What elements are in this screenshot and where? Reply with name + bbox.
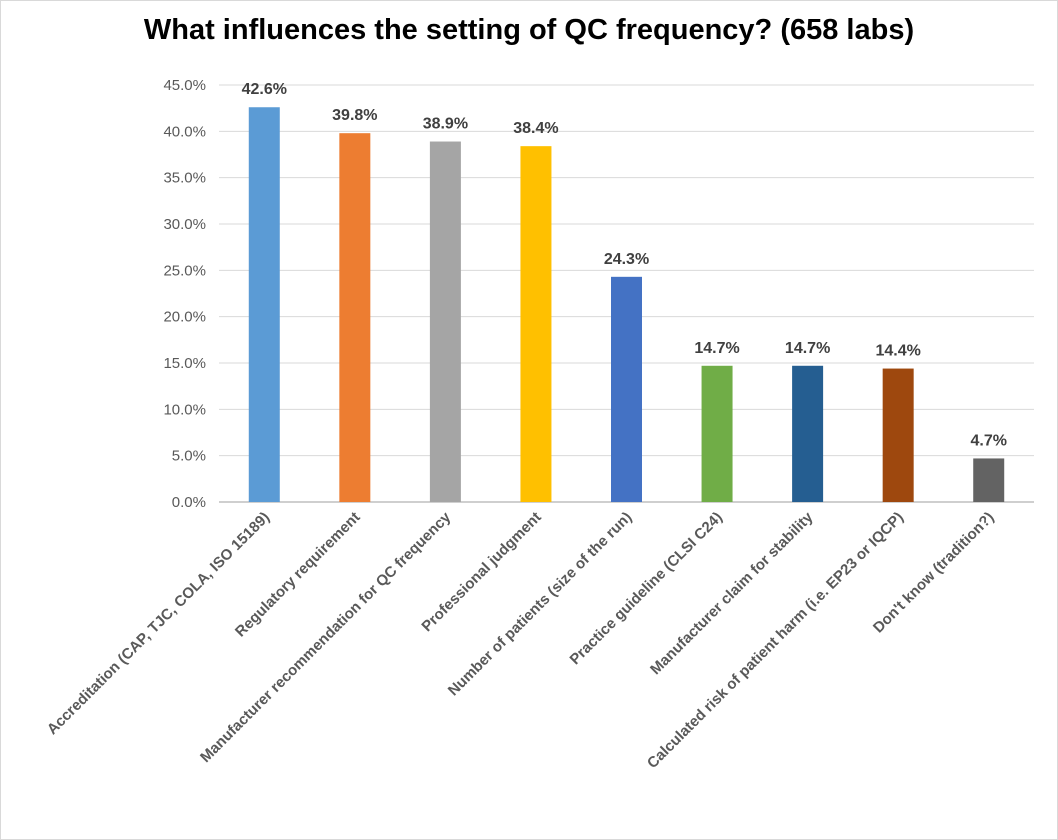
y-tick-label: 10.0% [163,401,206,418]
bar [792,365,824,502]
bar [339,133,371,503]
y-tick-label: 35.0% [163,170,206,187]
y-tick-label: 0.0% [172,494,206,511]
data-label: 4.7% [970,432,1006,449]
bar [882,368,914,502]
bar [701,365,733,502]
data-label: 14.4% [875,343,920,360]
data-label: 24.3% [604,251,649,268]
bar [611,276,642,502]
data-label: 14.7% [694,340,739,357]
y-tick-label: 20.0% [163,309,206,326]
bar [429,141,461,502]
x-category-label: Manufacturer claim for stability [647,508,817,678]
y-tick-label: 25.0% [163,262,206,279]
y-tick-label: 15.0% [163,355,206,372]
bar [248,107,280,503]
bar [973,458,1005,502]
data-label: 42.6% [242,81,287,98]
data-label: 14.7% [785,340,830,357]
y-tick-label: 5.0% [172,448,206,465]
chart-title: What influences the setting of QC freque… [143,14,915,46]
y-tick-label: 30.0% [163,216,206,233]
bar [520,146,552,502]
data-label: 38.4% [513,120,558,137]
y-tick-label: 40.0% [163,123,206,140]
x-category-label: Number of patients (size of the run) [445,509,636,700]
y-tick-label: 45.0% [163,77,206,94]
x-category-label: Practice guideline (CLSI C24) [567,509,726,668]
data-label: 38.9% [423,116,468,133]
data-label: 39.8% [332,107,377,124]
